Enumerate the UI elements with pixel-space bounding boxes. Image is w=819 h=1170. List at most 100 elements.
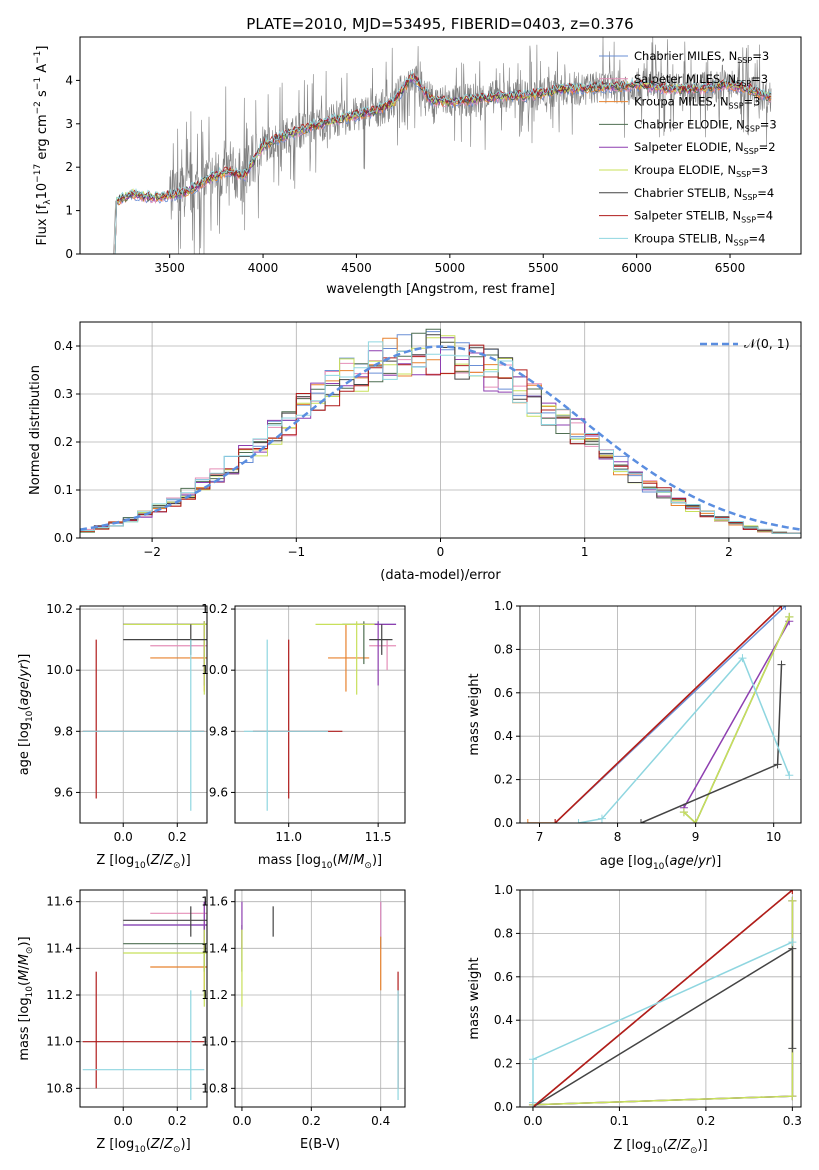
- weight_vs_age-marks: [523, 606, 794, 823]
- y-tick-label: 11.6: [46, 895, 73, 909]
- weight-marker: [788, 1092, 797, 1101]
- x-axis-label: Z [log10(Z/Z⊙)]: [96, 853, 190, 871]
- legend-entry: Chabrier MILES, NSSP=3: [634, 49, 769, 65]
- x-tick-label: 11.5: [365, 830, 392, 844]
- weight-marker: [788, 896, 797, 905]
- weight-marker: [636, 819, 645, 823]
- y-tick-label: 1.0: [494, 599, 513, 613]
- weight-marker: [785, 771, 794, 780]
- y-tick-label: 0.6: [494, 970, 513, 984]
- x-axis-label: wavelength [Angstrom, rest frame]: [326, 282, 555, 297]
- y-tick-label: 0.1: [54, 483, 73, 497]
- y-tick-label: 0.0: [54, 531, 73, 545]
- weight_vs_Z-plot: 0.0 0.1 0.2 0.3 0.0 0.2 0.4 0.6 0.8 1.0 Z [log10(Z…: [467, 883, 802, 1156]
- y-tick-label: 0.3: [54, 387, 73, 401]
- age_vs_mass-plot: 11.0 11.5 9.6 9.8 10.0 10.2 mass [log10(M/M⊙)]: [201, 602, 406, 871]
- y-tick-label: 10.0: [46, 663, 73, 677]
- y-tick-label: 11.0: [46, 1035, 73, 1049]
- weight-line-salpeter-stelib: [554, 606, 783, 823]
- weight-marker: [597, 814, 606, 823]
- x-tick-label: 1: [581, 545, 589, 559]
- y-axis-label: mass weight: [467, 673, 482, 755]
- y-tick-label: 10.0: [201, 663, 228, 677]
- y-tick-label: 0.4: [494, 729, 513, 743]
- legend-entry: Kroupa ELODIE, NSSP=3: [634, 163, 768, 179]
- x-tick-label: 0: [437, 545, 445, 559]
- x-tick-label: 0.0: [114, 1114, 133, 1128]
- x-tick-label: 0.2: [302, 1114, 321, 1128]
- weight-line-chabrier-stelib: [640, 664, 783, 823]
- y-tick-label: 10.2: [201, 602, 228, 616]
- weight_vs_Z-frame: [519, 889, 802, 1108]
- weight-marker: [777, 606, 786, 610]
- model-line-kroupa-stelib: [113, 70, 772, 254]
- x-tick-label: 8: [614, 830, 622, 844]
- weight-line-salpeter-elodie: [683, 620, 790, 809]
- y-axis-label: Flux [fλ10−17 erg cm−2 s−1 A−1]: [33, 46, 53, 246]
- y-tick-label: 0: [65, 247, 73, 261]
- weight-marker: [788, 938, 797, 947]
- legend-entry: 𝒩(0, 1): [744, 336, 790, 351]
- legend-entry: Salpeter STELIB, NSSP=4: [634, 209, 773, 225]
- x-axis-label: Z [log10(Z/Z⊙)]: [613, 1138, 707, 1156]
- age_vs_Z-plot: 0.0 0.2 9.6 9.8 10.0 10.2 Z [log10(Z/Z⊙)] age […: [17, 602, 208, 871]
- x-tick-label: 0.2: [168, 1114, 187, 1128]
- weight-marker: [523, 819, 532, 823]
- y-tick-label: 11.4: [46, 941, 73, 955]
- x-tick-label: 0.0: [523, 1114, 542, 1128]
- y-tick-label: 0.4: [54, 339, 73, 353]
- mass_vs_ebv-frame: [234, 889, 406, 1108]
- spectrum-plot: 3500 4000 4500 5000 5500 6000 6500 0 1 2 3 4 wavelen…: [33, 36, 802, 297]
- x-tick-label: 2: [725, 545, 733, 559]
- weight-line-kroupa-stelib: [532, 941, 793, 1103]
- weight-marker: [528, 1055, 537, 1064]
- x-tick-label: 6000: [621, 261, 652, 275]
- x-tick-label: 11.0: [275, 830, 302, 844]
- x-tick-label: 0.2: [696, 1114, 715, 1128]
- y-tick-label: 11.4: [201, 941, 228, 955]
- y-tick-label: 0.2: [494, 1057, 513, 1071]
- histogram-salpeter-stelib: [80, 344, 801, 534]
- x-tick-label: −1: [287, 545, 305, 559]
- spectrum-legend: Chabrier MILES, NSSP=3 Salpeter MILES, NS…: [599, 49, 777, 247]
- x-axis-label: age [log10(age/yr)]: [600, 854, 722, 872]
- y-tick-label: 0.6: [494, 686, 513, 700]
- y-tick-label: 0.0: [494, 1100, 513, 1114]
- y-tick-label: 10.8: [46, 1081, 73, 1095]
- residuals-marks: [80, 328, 801, 534]
- chart-layer: 3500 4000 4500 5000 5500 6000 6500 0 1 2 3 4 wavelen…: [17, 36, 802, 1156]
- weight-marker: [788, 890, 797, 894]
- model-line-salpeter-stelib: [113, 72, 772, 254]
- legend-entry: Salpeter ELODIE, NSSP=2: [634, 140, 776, 156]
- x-axis-label: mass [log10(M/M⊙)]: [258, 853, 382, 871]
- mass_vs_Z-frame: [79, 889, 208, 1108]
- x-tick-label: 4500: [341, 261, 372, 275]
- age_vs_Z-marks: [82, 621, 207, 811]
- x-tick-label: −2: [143, 545, 161, 559]
- x-axis-label: (data-model)/error: [380, 568, 501, 583]
- y-tick-label: 11.2: [46, 988, 73, 1002]
- residuals-plot: −2 −1 0 1 2 0.0 0.1 0.2 0.3 0.4 (data-model)/error…: [28, 321, 802, 583]
- x-tick-label: 0.3: [783, 1114, 802, 1128]
- x-tick-label: 0.1: [610, 1114, 629, 1128]
- weight-marker: [574, 819, 583, 823]
- y-tick-label: 0.2: [494, 773, 513, 787]
- x-tick-label: 5500: [528, 261, 559, 275]
- y-tick-label: 11.6: [201, 895, 228, 909]
- y-tick-label: 9.8: [209, 724, 228, 738]
- y-axis-label: Normed distribution: [28, 365, 43, 495]
- figure-title: PLATE=2010, MJD=53495, FIBERID=0403, z=0…: [246, 15, 633, 33]
- mass_vs_Z-marks: [82, 901, 207, 1100]
- y-tick-label: 2: [65, 160, 73, 174]
- x-axis-label: E(B-V): [300, 1137, 340, 1152]
- y-tick-label: 9.8: [54, 724, 73, 738]
- weight-marker: [738, 654, 747, 663]
- spectrum-marks: [113, 37, 772, 254]
- y-axis-label: mass [log10(M/M⊙)]: [17, 936, 35, 1060]
- x-axis-label: Z [log10(Z/Z⊙)]: [96, 1137, 190, 1155]
- weight-marker: [777, 660, 786, 669]
- weight-marker: [691, 819, 700, 823]
- y-tick-label: 1: [65, 204, 73, 218]
- weight-line-salpeter-stelib: [532, 890, 793, 1107]
